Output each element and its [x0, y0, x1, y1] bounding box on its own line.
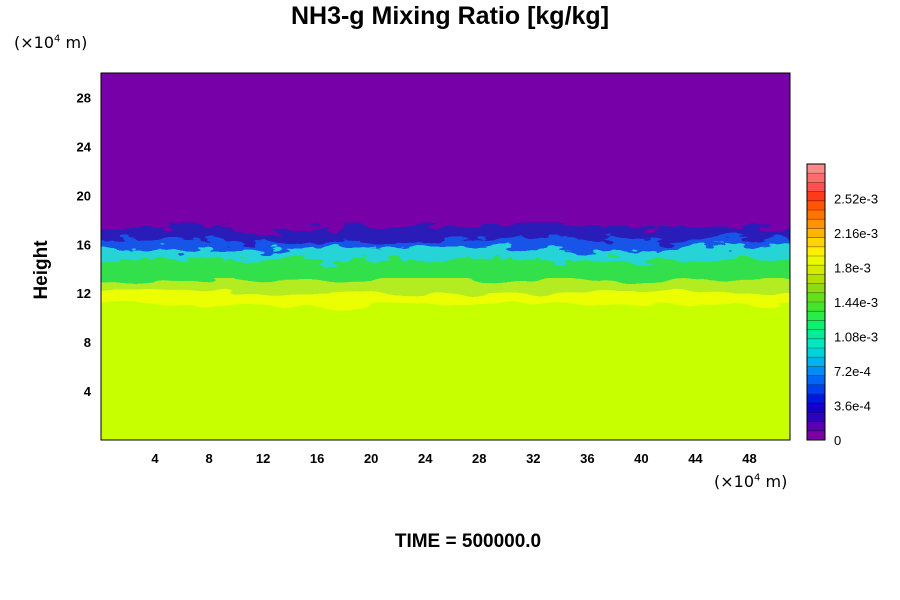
colorbar-tick-label: 2.52e-3	[834, 192, 878, 207]
x-tick-label: 24	[418, 451, 433, 466]
y-axis-unit: (×104 m)	[14, 33, 87, 52]
colorbar-tick-label: 7.2e-4	[834, 364, 871, 379]
colorbar-segment	[807, 265, 825, 275]
unit-suffix: m)	[60, 33, 88, 52]
colorbar-segment	[807, 403, 825, 413]
colorbar-segment	[807, 421, 825, 432]
x-tick-label: 36	[580, 451, 594, 466]
colorbar-segment	[807, 338, 825, 349]
x-tick-label: 20	[364, 451, 378, 466]
colorbar-segment	[807, 366, 825, 376]
field-layer-lime	[101, 304, 790, 440]
y-tick-label: 16	[77, 237, 91, 252]
x-tick-label: 16	[310, 451, 324, 466]
colorbar-segment	[807, 311, 825, 321]
colorbar-segment	[807, 164, 825, 174]
colorbar-tick-label: 1.08e-3	[834, 330, 878, 345]
unit-suffix: m)	[760, 472, 788, 491]
colorbar-segment	[807, 256, 825, 266]
field-lower-layers	[101, 278, 790, 440]
colorbar-segment	[807, 191, 825, 202]
x-tick-label: 48	[742, 451, 756, 466]
colorbar-segment	[807, 173, 825, 183]
x-tick-label: 12	[256, 451, 270, 466]
colorbar-segment	[807, 283, 825, 294]
x-tick-label: 28	[472, 451, 486, 466]
x-axis-ticks: 4 8 12 16 20 24 28 32 36 40 44 48	[151, 451, 756, 466]
colorbar-segment	[807, 375, 825, 386]
unit-prefix: (×10	[714, 472, 755, 491]
y-tick-label: 4	[84, 384, 92, 399]
y-tick-label: 20	[77, 188, 91, 203]
colorbar-segment	[807, 430, 825, 441]
colorbar-segment	[807, 200, 825, 211]
plot-area	[101, 73, 790, 440]
x-tick-label: 8	[205, 451, 212, 466]
colorbar-segment	[807, 320, 825, 330]
unit-exponent: 4	[54, 33, 61, 45]
colorbar-tick-label: 2.16e-3	[834, 226, 878, 241]
colorbar-tick-label: 1.8e-3	[834, 261, 871, 276]
y-tick-label: 28	[77, 90, 91, 105]
colorbar-segment	[807, 274, 825, 284]
colorbar-segment	[807, 219, 825, 229]
x-axis-unit: (×104 m)	[714, 472, 787, 491]
colorbar-segment	[807, 246, 825, 257]
colorbar: 0 3.6e-4 7.2e-4 1.08e-3 1.44e-3 1.8e-3 2.16e-3…	[806, 163, 878, 448]
colorbar-tick-label: 0	[834, 433, 841, 448]
colorbar-segment	[807, 329, 825, 340]
y-tick-label: 12	[77, 286, 91, 301]
x-tick-label: 32	[526, 451, 540, 466]
y-axis-ticks: 4 8 12 16 20 24 28	[77, 90, 92, 399]
colorbar-segment	[807, 384, 825, 395]
y-tick-label: 24	[77, 139, 92, 154]
y-tick-label: 8	[84, 335, 91, 350]
colorbar-segment	[807, 292, 825, 303]
colorbar-tick-label: 1.44e-3	[834, 295, 878, 310]
unit-exponent: 4	[754, 472, 761, 484]
colorbar-segment	[807, 302, 825, 312]
colorbar-segment	[807, 357, 825, 367]
unit-prefix: (×10	[14, 33, 55, 52]
colorbar-segment	[807, 394, 825, 404]
chart-title: NH3-g Mixing Ratio [kg/kg]	[290, 2, 610, 30]
colorbar-tick-label: 3.6e-4	[834, 399, 871, 414]
x-tick-label: 4	[151, 451, 159, 466]
colorbar-segment	[807, 228, 825, 238]
colorbar-frame	[806, 163, 826, 441]
x-tick-label: 40	[634, 451, 648, 466]
x-tick-label: 44	[688, 451, 703, 466]
time-label: TIME = 500000.0	[394, 531, 542, 552]
colorbar-segment	[807, 237, 825, 248]
colorbar-segment	[807, 412, 825, 422]
colorbar-segment	[807, 210, 825, 220]
plot-frame	[100, 72, 791, 441]
colorbar-segment	[807, 182, 825, 192]
colorbar-segment	[807, 348, 825, 358]
